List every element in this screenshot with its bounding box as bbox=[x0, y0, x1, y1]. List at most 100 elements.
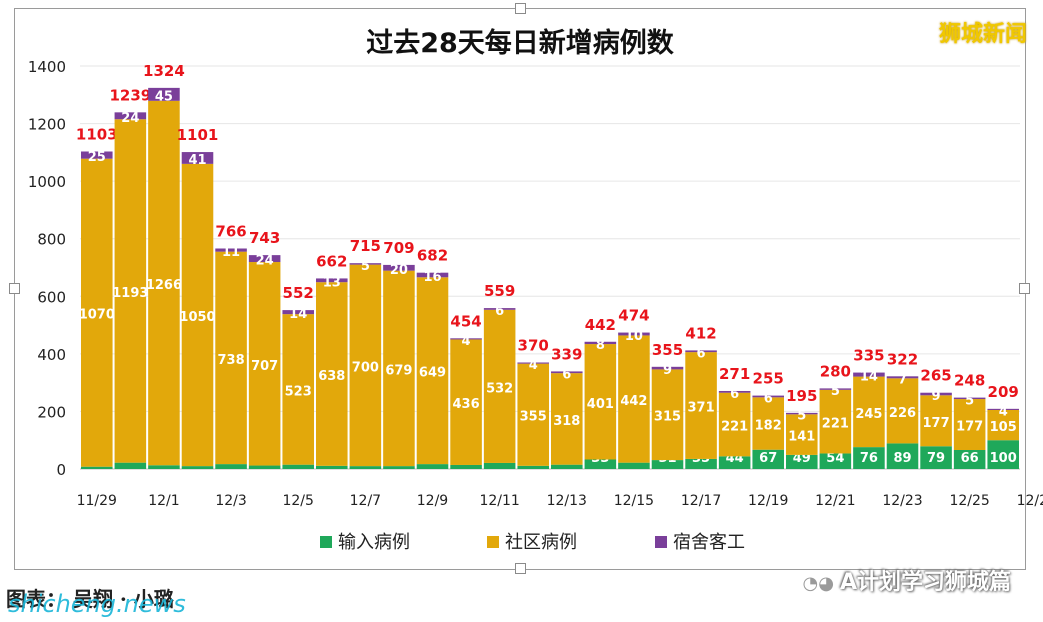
total-label: 1239 bbox=[109, 86, 151, 104]
x-tick-label: 12/11 bbox=[479, 493, 519, 509]
legend: 输入病例 社区病例 宿舍客工 bbox=[320, 532, 745, 553]
data-label: 67 bbox=[759, 451, 777, 466]
data-label: 649 bbox=[419, 366, 446, 381]
bar-segment-dormitory bbox=[248, 255, 281, 263]
wechat-icon: ◔◕ bbox=[802, 573, 834, 594]
data-label: 11 bbox=[222, 245, 240, 260]
bar-segment-imported bbox=[450, 464, 482, 469]
bar-segment-imported bbox=[483, 462, 516, 469]
data-label: 221 bbox=[721, 420, 748, 435]
bar-segment-community bbox=[248, 262, 281, 466]
data-label: 738 bbox=[218, 353, 245, 368]
bar-segment-imported bbox=[819, 453, 852, 469]
bar-segment-dormitory bbox=[819, 388, 852, 390]
data-label: 25 bbox=[88, 150, 106, 165]
bar-segment-dormitory bbox=[953, 397, 986, 400]
x-tick-label: 12/1 bbox=[148, 493, 179, 509]
x-axis-ticks: 11/29 12/1 12/3 12/5 12/7 12/9 12/11 12/13 12/15… bbox=[77, 493, 1043, 509]
data-label: 1050 bbox=[179, 310, 215, 325]
bar-segment-imported bbox=[886, 443, 919, 469]
watermark-logo-top: 狮城新闻 bbox=[938, 22, 1027, 47]
legend-swatch bbox=[655, 536, 667, 548]
total-label: 662 bbox=[316, 252, 347, 270]
data-label: 436 bbox=[453, 397, 480, 412]
data-label: 100 bbox=[990, 451, 1017, 466]
bar-segment-community bbox=[316, 282, 348, 466]
data-label: 679 bbox=[385, 363, 412, 378]
data-label: 1070 bbox=[79, 308, 115, 323]
data-label: 20 bbox=[390, 263, 408, 278]
data-label: 707 bbox=[251, 359, 278, 374]
data-label: 14 bbox=[289, 307, 307, 322]
bar-segment-dormitory bbox=[349, 263, 382, 265]
data-label: 141 bbox=[788, 430, 815, 445]
total-label: 195 bbox=[786, 387, 817, 405]
resize-handle-right[interactable] bbox=[1019, 283, 1030, 294]
bar-segment-dormitory bbox=[685, 350, 717, 353]
data-label: 6 bbox=[730, 387, 739, 402]
total-label: 709 bbox=[383, 239, 414, 257]
bar-segment-dormitory bbox=[551, 371, 583, 374]
bar-segment-community bbox=[718, 392, 751, 457]
total-label: 1103 bbox=[76, 125, 118, 143]
bar-segment-dormitory bbox=[215, 248, 247, 252]
x-tick-label: 12/13 bbox=[547, 493, 587, 509]
data-label: 226 bbox=[889, 406, 916, 421]
data-label: 14 bbox=[860, 370, 878, 385]
resize-handle-bottom[interactable] bbox=[515, 563, 526, 574]
data-label: 79 bbox=[927, 451, 945, 466]
bar-segment-imported bbox=[181, 466, 214, 469]
legend-swatch bbox=[320, 536, 332, 548]
bar-segment-community bbox=[349, 264, 382, 467]
bar-segment-dormitory bbox=[383, 264, 415, 271]
resize-handle-top[interactable] bbox=[515, 3, 526, 14]
bar-segment-community bbox=[416, 277, 449, 465]
bar-segment-dormitory bbox=[114, 112, 147, 120]
resize-handle-left[interactable] bbox=[9, 283, 20, 294]
bar-segment-dormitory bbox=[483, 308, 516, 310]
data-label: 8 bbox=[596, 338, 605, 353]
data-label: 1193 bbox=[112, 286, 148, 301]
x-tick-label: 12/19 bbox=[748, 493, 788, 509]
bar-segment-dormitory bbox=[316, 278, 348, 283]
bar-segment-community bbox=[819, 389, 852, 454]
chart-title: 过去28天每日新增病例数 bbox=[366, 27, 675, 59]
data-label: 89 bbox=[893, 451, 911, 466]
data-label: 355 bbox=[520, 410, 547, 425]
y-tick-label: 1000 bbox=[28, 173, 66, 191]
data-label: 182 bbox=[755, 419, 782, 434]
bar-segment-dormitory bbox=[517, 362, 549, 364]
bar-segment-dormitory bbox=[920, 392, 952, 396]
bar-segment-imported bbox=[282, 464, 314, 469]
bar-segment-imported bbox=[685, 458, 717, 469]
bar-segment-dormitory bbox=[987, 408, 1019, 410]
bar-segment-community bbox=[215, 251, 247, 465]
bar-segment-community bbox=[181, 163, 214, 467]
data-label: 245 bbox=[855, 407, 882, 422]
total-label: 1101 bbox=[177, 126, 219, 144]
x-tick-label: 12/23 bbox=[882, 493, 922, 509]
bar-segment-imported bbox=[618, 462, 650, 469]
bar-segment-dormitory bbox=[584, 341, 617, 345]
x-tick-label: 12/9 bbox=[417, 493, 448, 509]
data-label: 371 bbox=[688, 401, 715, 416]
bar-segment-dormitory bbox=[416, 272, 449, 278]
data-label: 4 bbox=[529, 358, 538, 373]
total-label: 355 bbox=[652, 341, 683, 359]
data-label: 45 bbox=[155, 89, 173, 104]
data-label: 532 bbox=[486, 381, 513, 396]
x-tick-label: 11/29 bbox=[77, 493, 117, 509]
total-label: 766 bbox=[215, 223, 246, 241]
bar-segment-dormitory bbox=[718, 390, 751, 393]
data-label: 6 bbox=[764, 391, 773, 406]
data-label: 54 bbox=[826, 451, 844, 466]
total-label: 559 bbox=[484, 282, 515, 300]
figure-caption: 图表： 吴翔 · 小璐 bbox=[6, 587, 174, 611]
data-label: 177 bbox=[923, 416, 950, 431]
data-label: 700 bbox=[352, 360, 379, 375]
data-label: 315 bbox=[654, 410, 681, 425]
bar-segment-community bbox=[81, 158, 113, 467]
data-label: 24 bbox=[256, 254, 274, 269]
bar-segment-imported bbox=[416, 464, 449, 469]
